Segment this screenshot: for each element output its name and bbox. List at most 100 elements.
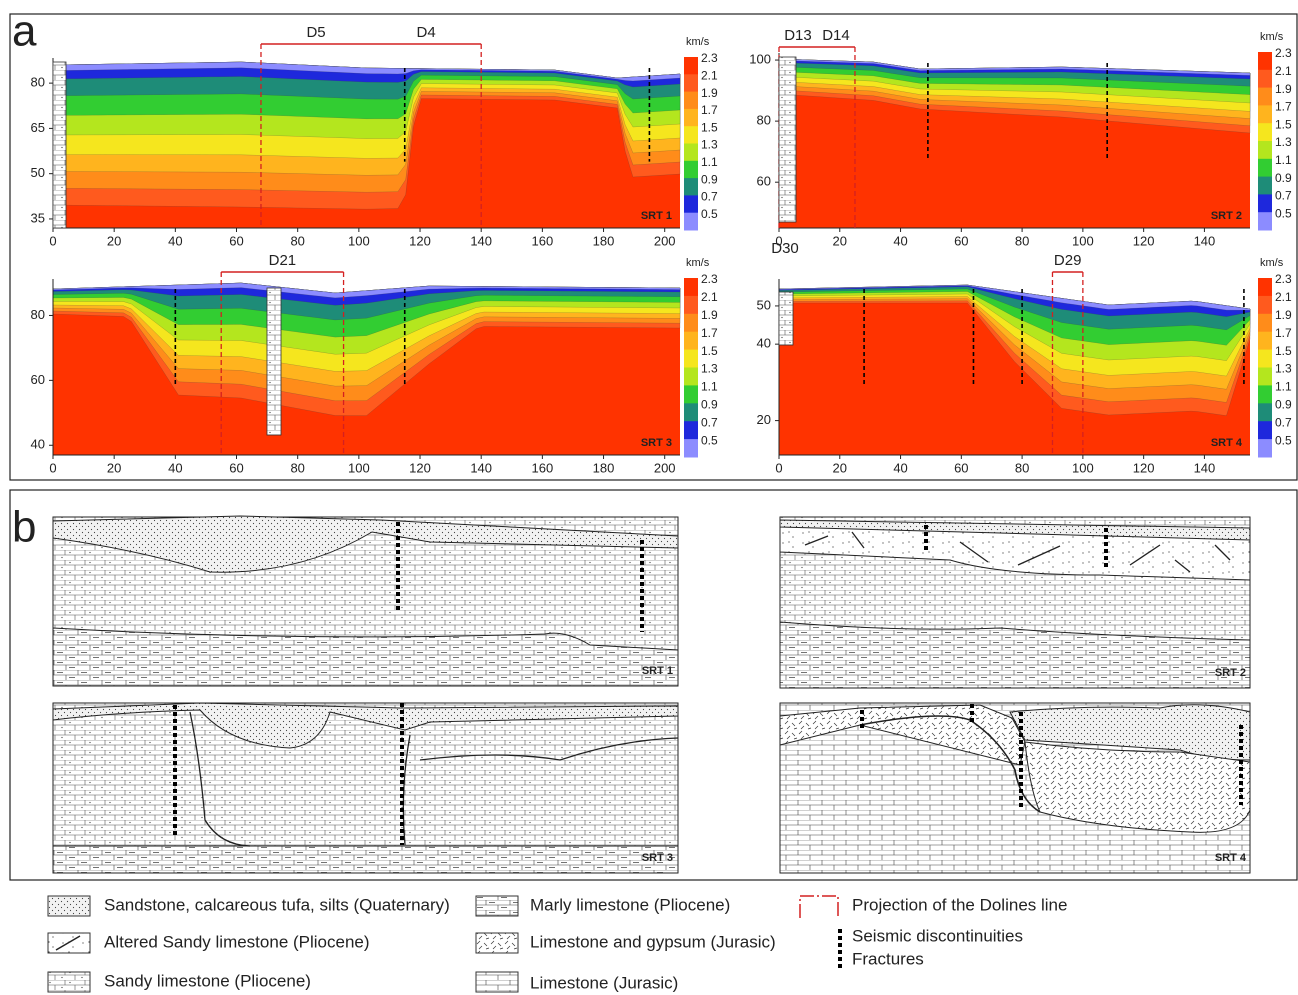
colorbar-label: 2.1 [1275,290,1292,304]
colorbar-swatch [1258,385,1272,404]
doline-label: D13 [784,27,812,44]
colorbar-label: 0.9 [701,397,718,411]
colorbar-label: 1.9 [701,308,718,322]
colorbar-swatch [684,313,698,333]
colorbar-swatch [684,74,698,93]
borehole [52,61,67,229]
colorbar-label: 2.1 [1275,64,1292,78]
colorbar-swatch [1258,105,1272,124]
y-tick-label: 35 [31,210,45,225]
section-label: SRT 4 [1215,852,1247,864]
y-tick-label: 40 [757,336,771,351]
colorbar-label: 0.9 [1275,171,1292,185]
colorbar-swatch [684,331,698,351]
colorbar-swatch [684,278,698,297]
colorbar-swatch [1258,439,1272,458]
section [779,702,1251,874]
colorbar-label: 1.3 [1275,362,1292,376]
colorbar-label: 1.7 [701,103,718,117]
colorbar-label: 2.3 [701,51,718,65]
chart-title: SRT 3 [641,437,672,449]
colorbar-label: 0.5 [701,433,718,447]
x-tick-label: 100 [1072,233,1094,248]
colorbar-swatch [684,349,698,368]
colorbar-swatch [1258,52,1272,71]
colorbar-label: 0.7 [1275,415,1292,429]
colorbar-swatch [1258,212,1272,231]
legend-label: Seismic discontinuities [852,926,1023,945]
x-tick-label: 80 [1015,460,1029,475]
y-tick-label: 60 [757,174,771,189]
legend-label: Limestone (Jurasic) [530,973,678,992]
charts: 0 20 40 60 80 100 120 140 160 180 20035506580km/s2… [31,24,1292,475]
colorbar-unit: km/s [686,36,710,48]
x-tick-label: 20 [107,233,121,248]
colorbar-swatch [1258,421,1272,440]
section [52,515,679,687]
doline-label: D5 [306,24,325,41]
chart-title: SRT 2 [1211,210,1242,222]
colorbar-swatch [1258,331,1272,351]
section-label: SRT 1 [642,665,673,677]
x-tick-label: 40 [893,233,907,248]
x-tick-label: 80 [1015,233,1029,248]
colorbar-swatch [1258,278,1272,297]
x-tick-label: 160 [532,460,554,475]
colorbar-swatch [684,385,698,404]
y-tick-label: 80 [31,307,45,322]
x-tick-label: 20 [107,460,121,475]
legend-label: Altered Sandy limestone (Pliocene) [104,932,370,951]
annotation: D30 [771,240,799,257]
colorbar-label: 1.1 [1275,380,1292,394]
x-tick-label: 60 [229,233,243,248]
colorbar-label: 1.9 [1275,82,1292,96]
section-label: SRT 3 [642,852,673,864]
colorbar-label: 0.7 [1275,189,1292,203]
x-tick-label: 100 [1072,460,1094,475]
colorbar-swatch [1258,313,1272,333]
colorbar-swatch [684,212,698,231]
colorbar-label: 1.3 [701,362,718,376]
x-tick-label: 160 [532,233,554,248]
colorbar-label: 2.3 [1275,46,1292,60]
x-tick-label: 40 [893,460,907,475]
colorbar-label: 1.3 [1275,135,1292,149]
colorbar-label: 1.9 [1275,308,1292,322]
section-label: SRT 2 [1215,667,1246,679]
colorbar-swatch [1258,176,1272,195]
legend-label: Limestone and gypsum (Jurasic) [530,932,776,951]
colorbar-label: 1.1 [1275,153,1292,167]
velocity-band [52,282,681,299]
x-tick-label: 100 [348,460,370,475]
panel-frame [9,13,1298,481]
colorbar-unit: km/s [1260,257,1284,269]
colorbar-label: 2.3 [701,272,718,286]
panel-frame [9,489,1298,881]
y-tick-label: 65 [31,120,45,135]
colorbar-label: 0.5 [701,207,718,221]
colorbar-label: 0.5 [1275,206,1292,220]
colorbar-swatch [684,160,698,179]
x-tick-label: 140 [470,233,492,248]
colorbar-swatch [684,143,698,162]
colorbar-label: 2.1 [701,290,718,304]
chart-title: SRT 4 [1211,437,1243,449]
colorbar-swatch [1258,87,1272,106]
colorbar-label: 0.7 [701,190,718,204]
x-tick-label: 40 [168,233,182,248]
x-tick-label: 120 [1133,233,1155,248]
panel-label: b [12,503,36,552]
colorbar-label: 0.5 [1275,433,1292,447]
y-tick-label: 20 [757,412,771,427]
x-tick-label: 0 [775,233,782,248]
chart-title: SRT 1 [641,210,672,222]
colorbar-swatch [684,91,698,110]
x-tick-label: 120 [1133,460,1155,475]
doline-label: D21 [269,252,297,269]
x-tick-label: 200 [654,460,676,475]
colorbar-swatch [684,403,698,422]
y-tick-label: 50 [757,297,771,312]
legend-label: Marly limestone (Pliocene) [530,895,730,914]
colorbar-swatch [1258,123,1272,142]
